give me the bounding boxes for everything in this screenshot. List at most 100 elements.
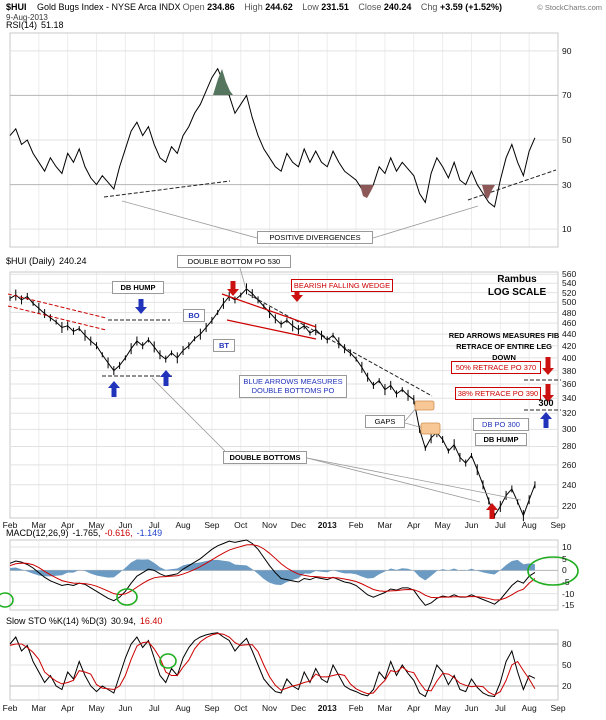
x-axis-label: 2013 [317,703,337,713]
x-axis-label: May [434,703,451,713]
price-hui-close-line [9,288,536,518]
x-axis-top: Feb Mar Apr May Jun Jul Aug Sep Oct Nov Dec 2013 Feb… [0,520,606,530]
pointer-line [404,422,424,429]
sto-value-1: 30.94, [110,616,136,626]
double-bottoms-label: DOUBLE BOTTOMS [223,451,307,465]
blue-up-arrow [540,412,552,428]
green-circle-annotation [116,588,138,606]
chart-date: 9-Aug-2013 [6,13,48,22]
price-value: 240.24 [59,256,87,266]
divergence-trendline [467,169,557,201]
panel-border [9,539,559,611]
macd-value-2: -0.616, [104,528,133,538]
pointer-line [306,457,522,501]
sto-value-2: 16.40 [139,616,163,626]
y-axis-label: 50 [562,660,572,670]
y-axis-label: 20 [562,681,572,691]
y-axis-label: 320 [562,408,577,419]
red-arrows-note-line2: RETRACE OF ENTIRE LEG DOWN [456,341,552,362]
red-arrows-note-line1: RED ARROWS MEASURES FIB [448,331,560,340]
x-axis-label: Feb [348,520,364,530]
rsi-oversold-shade [360,185,374,198]
y-axis-label: 520 [562,287,577,298]
chg-value: +3.59 (+1.52%) [439,2,502,12]
y-axis-label: -10 [562,588,575,599]
x-axis-label: Jun [118,520,133,530]
y-axis-label: 80 [562,639,572,649]
retrace-38-label: 38% RETRACE PO 390 [455,387,541,401]
y-axis-label: 10 [562,224,572,235]
x-axis-label: Dec [290,520,306,530]
ticker-symbol: $HUI [6,2,27,12]
x-axis-label: Jun [118,703,133,713]
copyright: © StockCharts.com [537,3,602,12]
chg-label: Chg [420,2,438,12]
bearish-falling-wedge-label: BEARISH FALLING WEDGE [291,279,393,293]
blue-arrows-note-line1: BLUE ARROWS MEASURES [243,377,343,386]
x-axis-label: Feb [2,703,18,713]
price-target-300: 300 [538,398,554,408]
y-axis-label: 400 [562,352,577,363]
wedge-upper-line [221,293,317,328]
rsi-divergence-lines [103,169,557,201]
y-axis-label: 540 [562,278,577,289]
x-axis-label: Mar [377,520,393,530]
gap-box [414,400,435,411]
open-label: Open [182,2,205,12]
y-axis-label: 560 [562,269,577,280]
rsi-overbought-shade [213,69,233,95]
chart-header: $HUI Gold Bugs Index - NYSE Arca INDX Op… [0,2,606,13]
pointer-line [239,267,247,290]
arrows [108,281,554,519]
x-axis-label: Jul [148,703,160,713]
x-axis-label: Sep [204,703,220,713]
high-label: High [244,2,263,12]
price-series-name: $HUI (Daily) [6,256,56,266]
x-axis-label: Jun [464,520,479,530]
pointer-line [151,377,226,452]
x-axis-label: Apr [407,703,421,713]
x-axis-label: Aug [175,703,191,713]
x-axis-label: Aug [521,703,537,713]
x-axis-label: Aug [175,520,191,530]
black-dashed-lines [102,293,561,411]
rsi-indicator-name: RSI(14) [6,20,38,30]
y-axis-label: 420 [562,340,577,351]
price-panel-label: $HUI (Daily) 240.24 [6,256,91,266]
x-axis-label: Sep [550,703,566,713]
open-value: 234.86 [207,2,235,12]
blue-up-arrow [160,370,172,386]
sto-k-line [9,632,536,698]
retrace-50-label: 50% RETRACE PO 370 [451,361,541,375]
y-axis-label: 260 [562,459,577,470]
y-axis-label: 90 [562,45,572,56]
double-bottom-po-label: DOUBLE BOTTOM PO 530 [177,255,291,269]
x-axis-label: Apr [61,703,75,713]
green-circle-annotation [527,556,579,586]
y-axis-label: 50 [562,135,572,145]
downtrend-line [247,293,433,397]
x-axis-label: Apr [407,520,421,530]
y-axis-label: 10 [562,542,572,552]
sto-d-line [9,632,536,696]
green-circles [0,556,579,669]
y-axis-label: 280 [562,441,577,452]
chartist-name: Rambus [497,274,537,285]
sto-panel-label: Slow STO %K(14) %D(3) 30.94, 16.40 [6,616,166,626]
x-axis-label: Aug [521,520,537,530]
rsi-value: 51.18 [41,20,64,30]
blue-arrows-note-line2: DOUBLE BOTTOMS PO [251,386,335,396]
x-axis-label: 2013 [317,520,337,530]
y-axis-label: 70 [562,90,572,101]
blue-arrows-note: BLUE ARROWS MEASURES DOUBLE BOTTOMS PO [239,375,347,398]
x-axis-label: May [88,703,105,713]
sto-indicator-name: Slow STO %K(14) %D(3) [6,616,107,626]
divergence-trendline [103,180,231,198]
pointer-line [306,457,481,503]
x-axis-label: Mar [377,703,393,713]
red-trendline [7,305,107,331]
index-name: Gold Bugs Index - NYSE Arca INDX [37,2,181,12]
y-axis-label: 300 [562,424,577,435]
